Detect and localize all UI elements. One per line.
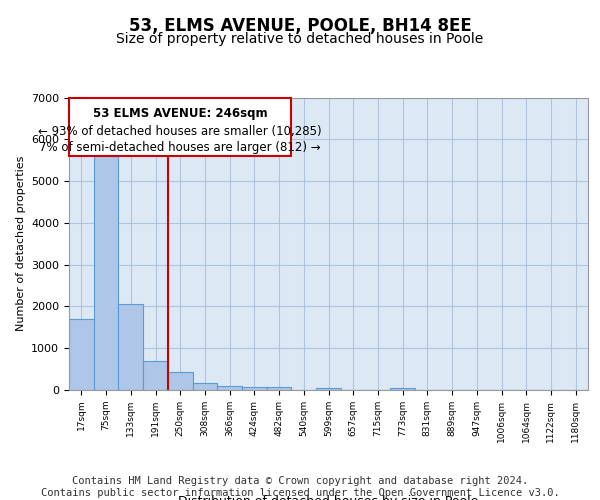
Bar	[217, 386, 242, 390]
Bar	[390, 388, 415, 390]
Bar	[143, 361, 168, 390]
Bar	[69, 319, 94, 390]
Text: Size of property relative to detached houses in Poole: Size of property relative to detached ho…	[116, 32, 484, 46]
Bar	[242, 387, 267, 390]
Bar	[118, 304, 143, 390]
Bar	[267, 388, 292, 390]
Text: 7% of semi-detached houses are larger (812) →: 7% of semi-detached houses are larger (8…	[40, 140, 321, 153]
Text: ← 93% of detached houses are smaller (10,285): ← 93% of detached houses are smaller (10…	[38, 125, 322, 138]
Bar	[316, 388, 341, 390]
Bar	[193, 382, 217, 390]
X-axis label: Distribution of detached houses by size in Poole: Distribution of detached houses by size …	[178, 494, 479, 500]
Bar	[94, 148, 118, 390]
Bar	[168, 372, 193, 390]
Y-axis label: Number of detached properties: Number of detached properties	[16, 156, 26, 332]
Text: Contains HM Land Registry data © Crown copyright and database right 2024.
Contai: Contains HM Land Registry data © Crown c…	[41, 476, 559, 498]
Text: 53, ELMS AVENUE, POOLE, BH14 8EE: 53, ELMS AVENUE, POOLE, BH14 8EE	[128, 18, 472, 36]
Text: 53 ELMS AVENUE: 246sqm: 53 ELMS AVENUE: 246sqm	[93, 108, 268, 120]
